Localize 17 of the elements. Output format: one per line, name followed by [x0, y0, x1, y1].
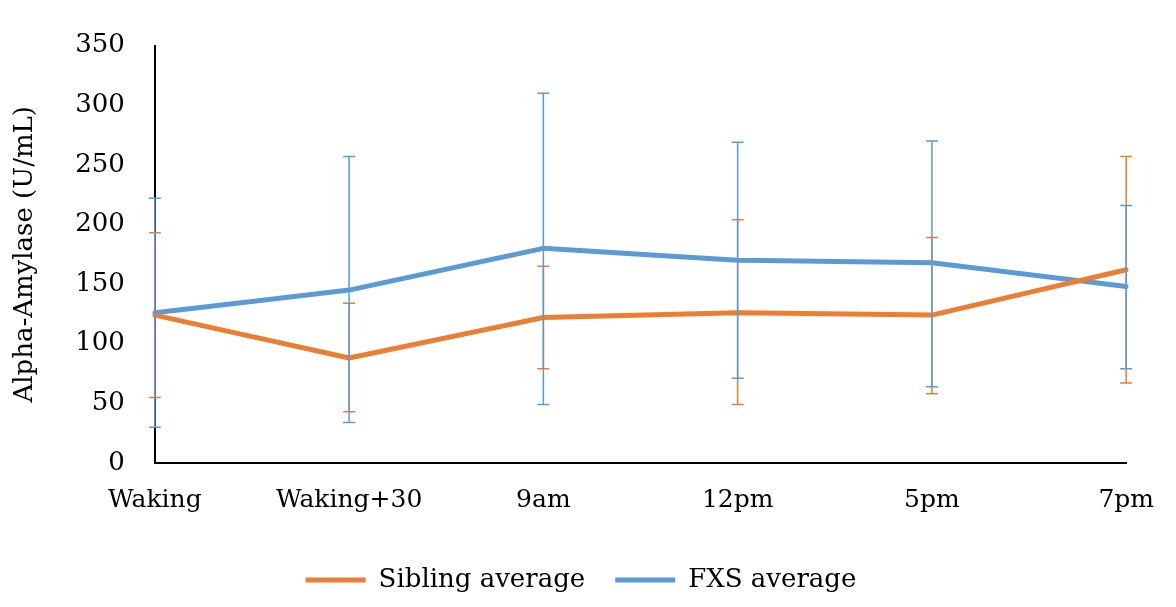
x-tick-label: Waking	[107, 483, 202, 513]
y-tick-label: 200	[75, 207, 125, 238]
y-tick-label: 150	[75, 266, 125, 297]
x-tick-label: 5pm	[904, 483, 961, 513]
y-axis-title: Alpha-Amylase (U/mL)	[8, 106, 39, 404]
x-tick-label: 7pm	[1098, 483, 1155, 513]
y-tick-label: 300	[75, 87, 125, 118]
y-tick-label: 0	[108, 445, 125, 476]
x-tick-label: 12pm	[701, 483, 774, 513]
y-tick-label: 100	[75, 326, 125, 357]
x-tick-label: 9am	[516, 483, 571, 513]
legend-label: Sibling average	[378, 562, 586, 593]
x-tick-label: Waking+30	[275, 483, 423, 513]
y-tick-label: 250	[75, 147, 125, 178]
legend-label: FXS average	[688, 562, 857, 593]
y-tick-label: 50	[91, 386, 125, 417]
y-tick-label: 350	[75, 28, 125, 59]
